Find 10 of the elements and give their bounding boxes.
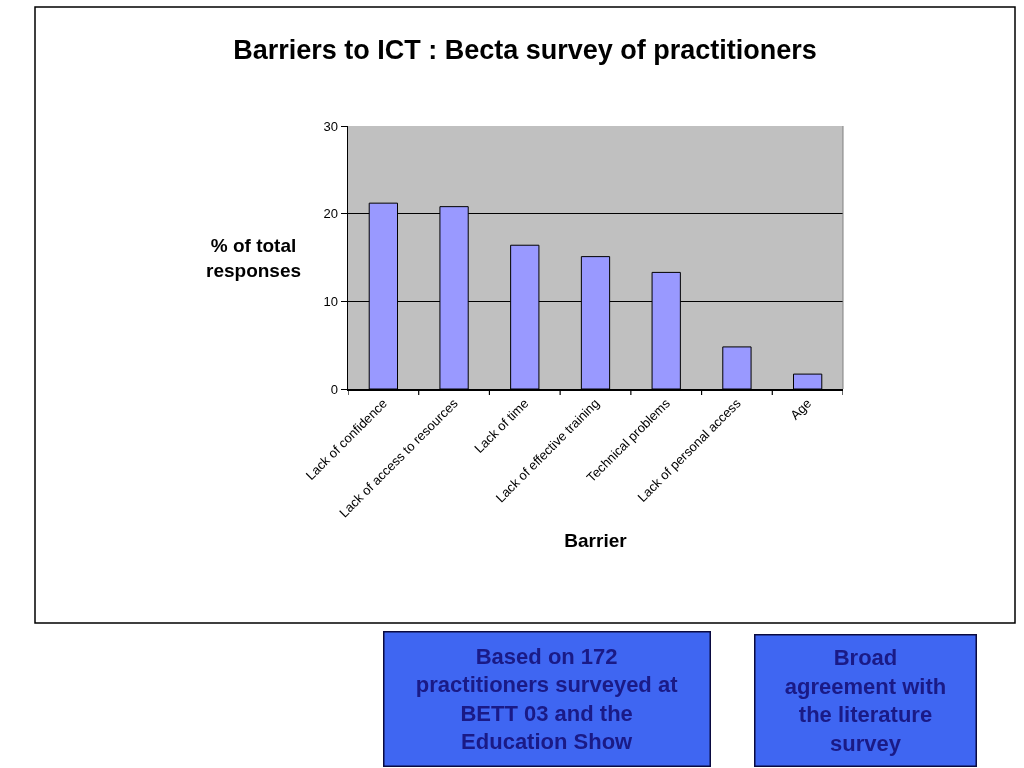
x-axis-title: Barrier bbox=[564, 529, 628, 551]
text: Broad agreement with the literature survey bbox=[784, 645, 947, 756]
text: Based on 172 practitioners surveyed at BETT 03 and the Education Show bbox=[415, 643, 679, 755]
y-tick-label: 0 bbox=[330, 381, 338, 397]
y-tick-label: 30 bbox=[323, 118, 338, 134]
y-tick-label: 10 bbox=[323, 293, 338, 309]
x-tick-label: Age bbox=[787, 395, 815, 423]
chart-title: Barriers to ICT : Becta survey of practitioners bbox=[233, 35, 817, 66]
y-axis-title: % of total responses bbox=[206, 235, 302, 281]
y-tick-label: 20 bbox=[323, 206, 338, 222]
